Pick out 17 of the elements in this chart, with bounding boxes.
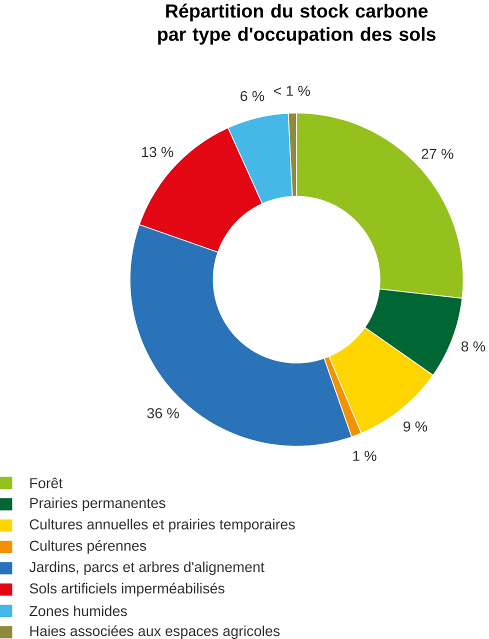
legend-label: Prairies permanentes [30, 498, 166, 511]
legend-label: Jardins, parcs et arbres d'alignement [29, 562, 264, 575]
legend-label: Zones humides [29, 606, 127, 616]
legend-label: Cultures annuelles et prairies temporaires [30, 518, 295, 532]
data-label: 1 % [353, 450, 376, 461]
data-label: 8 % [461, 341, 485, 352]
data-label: < 1 % [274, 86, 310, 96]
legend-label: Haies associées aux espaces agricoles [30, 625, 280, 639]
data-label: 13 % [142, 146, 174, 158]
legend-label: Cultures pérennes [30, 540, 146, 554]
data-label: 36 % [147, 408, 179, 418]
data-label: 27 % [422, 148, 454, 159]
legend-label: Sols artificiels imperméabilisés [30, 582, 224, 596]
legend-label: Forêt [30, 478, 62, 488]
chart-title: Répartition du stock carbone par type d'occupation des sols [158, 4, 436, 45]
data-label: 6 % [240, 90, 264, 102]
data-label: 9 % [403, 421, 427, 432]
